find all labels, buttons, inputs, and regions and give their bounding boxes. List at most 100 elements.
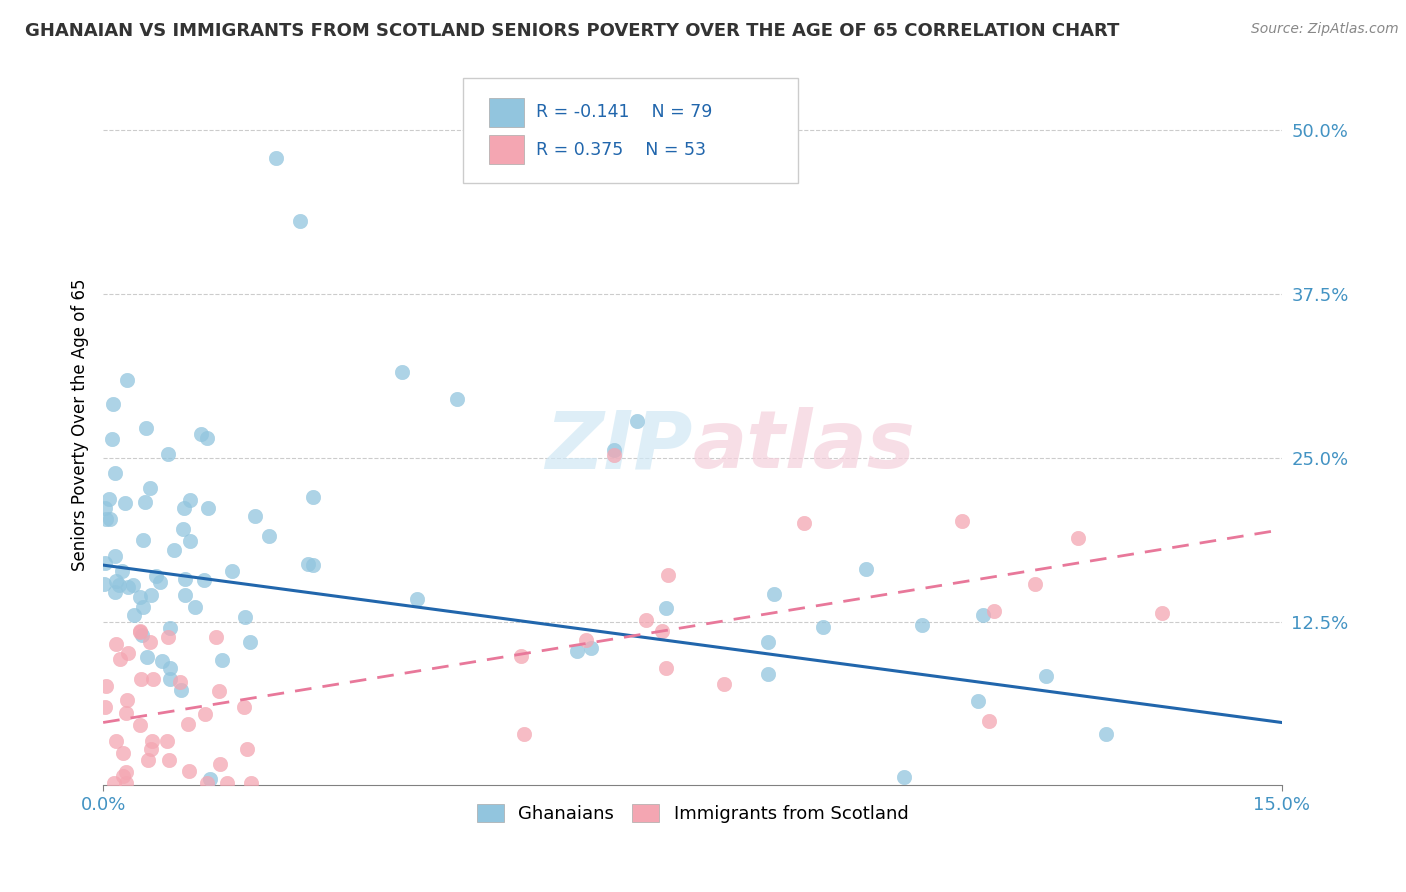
Point bbox=[239, 776, 262, 790]
Point bbox=[142, 672, 165, 686]
Point bbox=[111, 769, 134, 783]
Point bbox=[117, 580, 139, 594]
Point bbox=[159, 660, 181, 674]
Point bbox=[115, 764, 138, 779]
Point bbox=[197, 500, 219, 515]
Point bbox=[1152, 606, 1174, 620]
Point bbox=[977, 714, 1000, 728]
Point bbox=[194, 706, 217, 721]
Point bbox=[163, 543, 186, 558]
Text: R = 0.375    N = 53: R = 0.375 N = 53 bbox=[536, 141, 706, 159]
Point bbox=[114, 706, 136, 721]
Point bbox=[104, 549, 127, 564]
Point bbox=[129, 624, 152, 639]
Point bbox=[302, 490, 325, 504]
Point bbox=[190, 426, 212, 441]
Point bbox=[952, 514, 974, 528]
Point bbox=[264, 152, 287, 166]
Point bbox=[149, 574, 172, 589]
Point bbox=[972, 608, 994, 623]
Text: GHANAIAN VS IMMIGRANTS FROM SCOTLAND SENIORS POVERTY OVER THE AGE OF 65 CORRELAT: GHANAIAN VS IMMIGRANTS FROM SCOTLAND SEN… bbox=[25, 22, 1119, 40]
Point bbox=[129, 673, 152, 687]
Point bbox=[200, 772, 222, 786]
Point bbox=[93, 556, 115, 570]
Point bbox=[139, 588, 162, 602]
Point bbox=[174, 572, 197, 586]
Point bbox=[111, 564, 134, 578]
Point bbox=[762, 587, 785, 601]
Point bbox=[811, 620, 834, 634]
Point bbox=[115, 693, 138, 707]
Point bbox=[174, 588, 197, 602]
Point bbox=[297, 557, 319, 571]
Point bbox=[135, 421, 157, 435]
Text: ZIP: ZIP bbox=[546, 408, 692, 485]
Point bbox=[114, 776, 136, 790]
Point bbox=[96, 512, 118, 526]
FancyBboxPatch shape bbox=[463, 78, 799, 183]
Point bbox=[655, 600, 678, 615]
Point bbox=[136, 753, 159, 767]
Point bbox=[406, 591, 429, 606]
Point bbox=[94, 700, 117, 714]
Point bbox=[177, 764, 200, 778]
Point bbox=[603, 448, 626, 462]
Point bbox=[232, 700, 254, 714]
Point bbox=[177, 716, 200, 731]
Point bbox=[713, 676, 735, 690]
Point bbox=[129, 718, 152, 732]
Point bbox=[793, 516, 815, 530]
Point bbox=[117, 646, 139, 660]
Point bbox=[134, 494, 156, 508]
Point bbox=[145, 569, 167, 583]
Y-axis label: Seniors Poverty Over the Age of 65: Seniors Poverty Over the Age of 65 bbox=[72, 278, 89, 571]
Point bbox=[209, 756, 232, 771]
Point bbox=[150, 654, 173, 668]
Point bbox=[141, 734, 163, 748]
Point bbox=[239, 634, 262, 648]
Point bbox=[103, 397, 125, 411]
Point bbox=[756, 635, 779, 649]
Point bbox=[512, 727, 534, 741]
Text: R = -0.141    N = 79: R = -0.141 N = 79 bbox=[536, 103, 711, 121]
Point bbox=[132, 599, 155, 614]
Point bbox=[122, 578, 145, 592]
Point bbox=[574, 632, 596, 647]
Point bbox=[94, 500, 117, 515]
Legend: Ghanaians, Immigrants from Scotland: Ghanaians, Immigrants from Scotland bbox=[470, 797, 915, 830]
Point bbox=[104, 637, 127, 651]
Text: atlas: atlas bbox=[692, 408, 915, 485]
Point bbox=[132, 533, 155, 548]
Point bbox=[217, 776, 239, 790]
Point bbox=[131, 628, 153, 642]
FancyBboxPatch shape bbox=[488, 98, 524, 127]
Point bbox=[911, 618, 934, 632]
Point bbox=[98, 491, 121, 506]
Point bbox=[236, 742, 259, 756]
Point bbox=[233, 610, 256, 624]
Point bbox=[159, 672, 181, 686]
Point bbox=[169, 675, 191, 690]
Point bbox=[108, 652, 131, 666]
Point bbox=[565, 644, 588, 658]
Point bbox=[156, 447, 179, 461]
Point bbox=[179, 533, 201, 548]
Point bbox=[245, 509, 267, 524]
Point bbox=[184, 599, 207, 614]
Point bbox=[156, 734, 179, 748]
Point bbox=[655, 661, 678, 675]
Point bbox=[446, 392, 468, 406]
Point bbox=[139, 481, 162, 495]
Point bbox=[107, 578, 129, 592]
Point bbox=[1024, 577, 1046, 591]
Point bbox=[603, 442, 626, 457]
Point bbox=[172, 522, 194, 536]
Point bbox=[157, 753, 180, 767]
Point bbox=[855, 562, 877, 576]
Point bbox=[105, 574, 128, 589]
Point bbox=[626, 414, 648, 428]
Point bbox=[179, 492, 201, 507]
Point bbox=[197, 431, 219, 445]
Point bbox=[139, 634, 162, 648]
Point bbox=[756, 666, 779, 681]
